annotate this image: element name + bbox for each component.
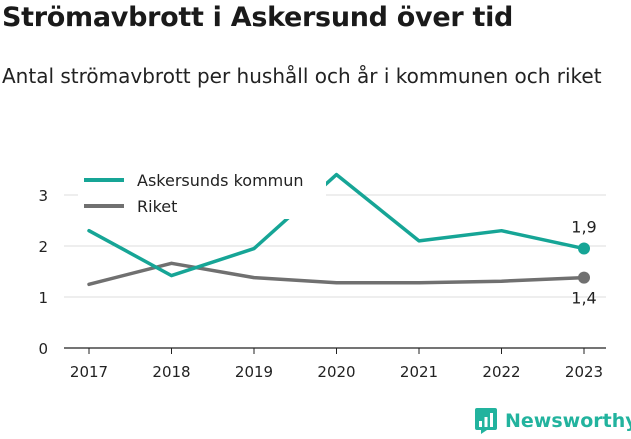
x-tick-label: 2022	[482, 363, 520, 381]
series-end-point	[578, 242, 590, 255]
x-tick-label: 2018	[152, 363, 190, 381]
x-tick-label: 2023	[565, 363, 603, 381]
newsworthy-icon	[475, 408, 497, 434]
x-tick-label: 2021	[400, 363, 438, 381]
x-tick-label: 2017	[70, 363, 108, 381]
data-label: 1,4	[571, 289, 596, 308]
series-end-point	[578, 271, 590, 284]
data-label: 1,9	[571, 218, 596, 237]
brand-name: Newsworthy	[505, 410, 631, 432]
legend-label: Askersunds kommun	[137, 171, 304, 190]
chart-title: Strömavbrott i Askersund över tid	[2, 2, 514, 33]
series-line	[87, 261, 586, 287]
x-tick-label: 2020	[317, 363, 355, 381]
y-tick-label: 3	[38, 187, 48, 205]
series-line	[87, 172, 586, 278]
y-tick-label: 1	[38, 289, 48, 307]
y-tick-label: 2	[38, 238, 48, 256]
newsworthy-logo: Newsworthy	[474, 406, 631, 436]
x-tick-label: 2019	[235, 363, 273, 381]
legend-background	[78, 165, 326, 219]
legend-label: Riket	[137, 197, 177, 216]
y-tick-label: 0	[38, 340, 48, 358]
chart-subtitle: Antal strömavbrott per hushåll och år i …	[2, 64, 602, 88]
